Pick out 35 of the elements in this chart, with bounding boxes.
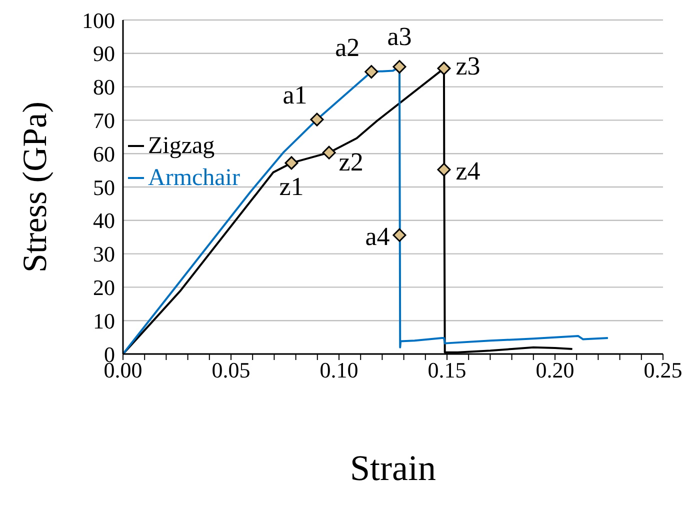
point [364, 65, 378, 79]
y-axis-title: Stress (GPa) [17, 102, 54, 272]
annotation: z2 [338, 148, 364, 177]
point [310, 112, 324, 126]
point [392, 60, 406, 74]
x-tick-label: 0.20 [536, 358, 574, 383]
annotation: z1 [279, 172, 304, 201]
annotation: a4 [365, 222, 390, 252]
x-tick-label: 0.25 [644, 358, 682, 383]
y-tick-label: 10 [93, 308, 115, 334]
annotation: a2 [335, 32, 360, 62]
x-axis-title: Strain [350, 448, 436, 488]
y-tick-label: 100 [82, 8, 115, 33]
annotation: a3 [387, 22, 412, 51]
y-tick-label: 90 [93, 41, 115, 66]
legend-label: Zigzag [148, 132, 215, 161]
y-tick-label: 80 [93, 74, 115, 100]
x-tick-label: 0.15 [428, 358, 466, 383]
annotation: z4 [456, 156, 480, 186]
annotation: a1 [282, 80, 308, 110]
x-tick-label: 0.05 [212, 358, 250, 383]
x-tick-label: 0.10 [320, 358, 358, 383]
legend-label: Armchair [148, 164, 240, 193]
y-tick-label: 60 [93, 141, 115, 166]
y-tick-label: 50 [93, 174, 115, 200]
y-tick-label: 30 [93, 242, 115, 267]
point [322, 146, 336, 160]
y-tick-label: 70 [93, 108, 115, 134]
point [392, 228, 406, 242]
y-tick-label: 20 [93, 275, 115, 300]
annotation: z3 [456, 51, 480, 80]
point [437, 162, 451, 176]
y-tick-label: 40 [93, 208, 115, 234]
point [284, 156, 298, 170]
point [437, 62, 451, 76]
